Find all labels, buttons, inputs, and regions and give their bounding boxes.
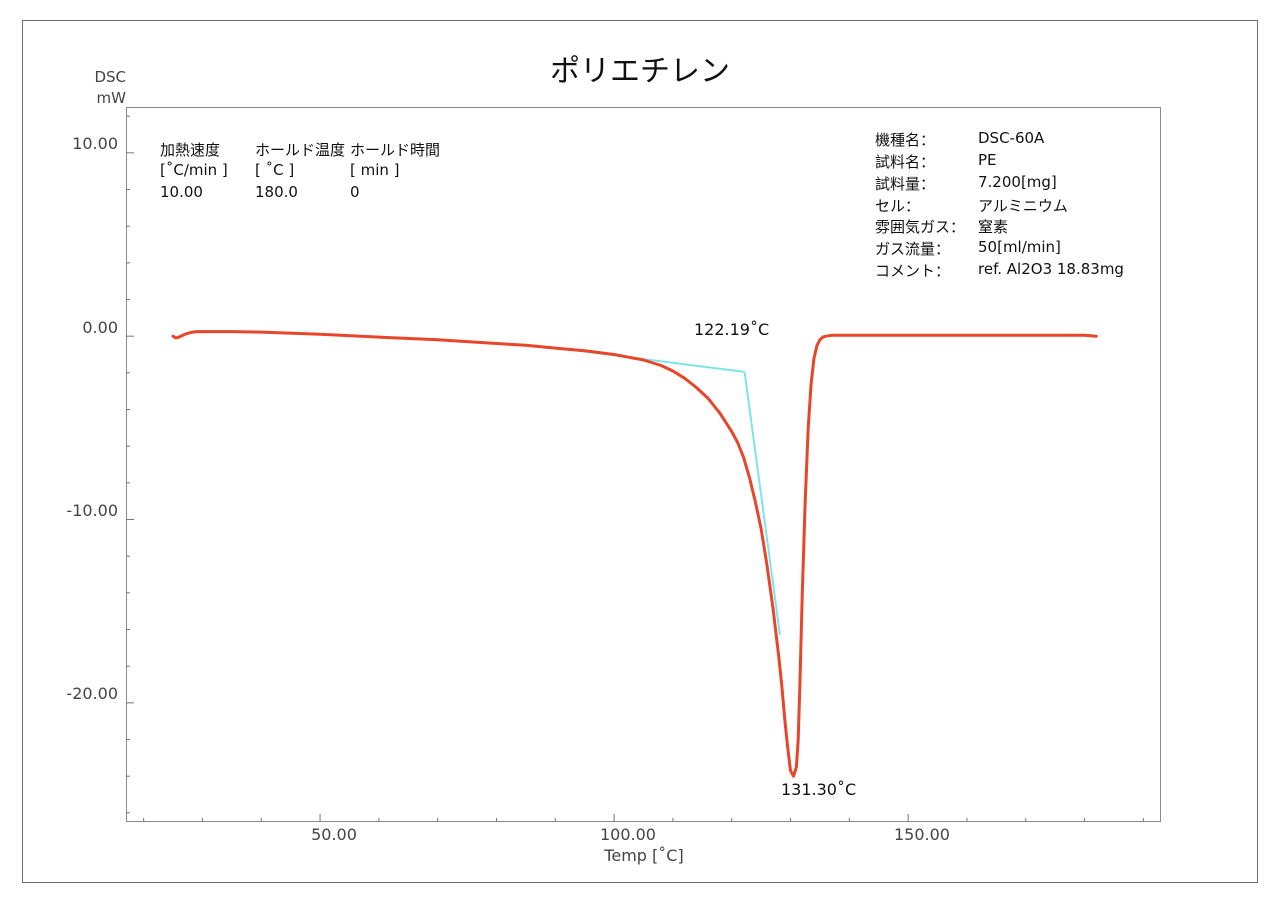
y-axis-label-dsc: DSC bbox=[94, 68, 126, 86]
info-value: アルミニウム bbox=[978, 197, 1068, 215]
info-value: DSC-60A bbox=[978, 129, 1045, 147]
condition-header: ホールド温度 bbox=[255, 141, 346, 159]
info-label: ガス流量： bbox=[875, 240, 951, 258]
info-value: PE bbox=[978, 151, 997, 169]
x-axis-label: Temp [˚C] bbox=[604, 846, 684, 865]
y-tick-label: -20.00 bbox=[66, 684, 118, 703]
y-tick-label: 10.00 bbox=[72, 134, 118, 153]
condition-unit: [ ˚C ] bbox=[255, 161, 295, 179]
peak-annotation: 131.30˚C bbox=[781, 780, 857, 799]
info-label: 雰囲気ガス： bbox=[875, 218, 966, 236]
info-label: コメント： bbox=[875, 262, 951, 280]
condition-unit: [˚C/min ] bbox=[160, 161, 228, 179]
dsc-curve bbox=[171, 330, 1098, 778]
chart-title: ポリエチレン bbox=[550, 54, 730, 89]
condition-unit: [ min ] bbox=[350, 161, 400, 179]
info-label: 試料名： bbox=[875, 153, 936, 171]
condition-value: 180.0 bbox=[255, 183, 298, 201]
condition-header: 加熱速度 bbox=[160, 141, 221, 159]
info-label: セル： bbox=[875, 197, 921, 215]
onset-annotation: 122.19˚C bbox=[694, 320, 770, 339]
y-tick-label: -10.00 bbox=[66, 501, 118, 520]
info-value: ref. Al2O3 18.83mg bbox=[978, 260, 1124, 278]
condition-header: ホールド時間 bbox=[350, 141, 441, 159]
x-tick-label: 50.00 bbox=[311, 825, 357, 844]
info-label: 機種名： bbox=[875, 131, 936, 149]
tangent-line bbox=[743, 371, 781, 636]
y-axis-label-unit: mW bbox=[96, 89, 126, 107]
info-value: 7.200[mg] bbox=[978, 173, 1057, 191]
info-value: 窒素 bbox=[978, 218, 1009, 236]
info-value: 50[ml/min] bbox=[978, 238, 1061, 256]
x-tick-label: 150.00 bbox=[894, 825, 950, 844]
plot-area bbox=[126, 107, 1161, 822]
condition-value: 10.00 bbox=[160, 183, 203, 201]
x-tick-label: 100.00 bbox=[600, 825, 656, 844]
y-tick-label: 0.00 bbox=[82, 318, 118, 337]
info-label: 試料量： bbox=[875, 175, 936, 193]
condition-value: 0 bbox=[350, 183, 360, 201]
chart-frame bbox=[22, 20, 1258, 883]
